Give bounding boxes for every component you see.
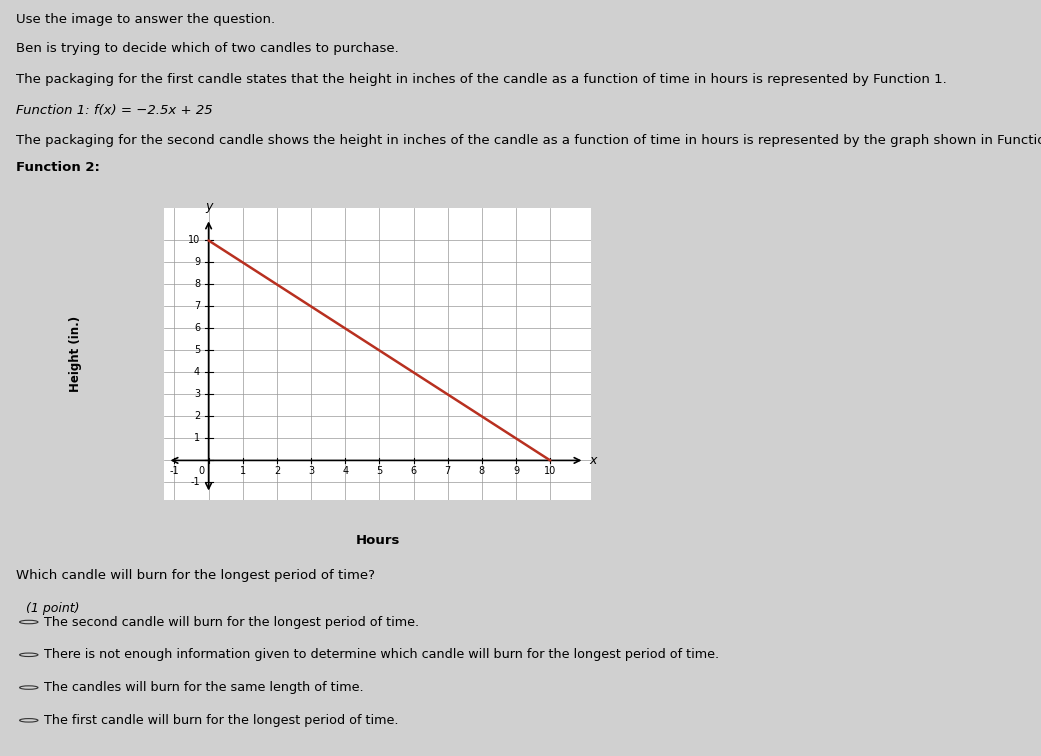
Text: 1: 1 (239, 466, 246, 476)
Text: 6: 6 (410, 466, 416, 476)
Text: There is not enough information given to determine which candle will burn for th: There is not enough information given to… (44, 649, 719, 662)
Text: Use the image to answer the question.: Use the image to answer the question. (16, 14, 275, 26)
Text: Function 2:: Function 2: (16, 162, 99, 175)
Text: 1: 1 (194, 433, 200, 444)
Text: Height (in.): Height (in.) (69, 316, 82, 392)
Text: Function 1: f(x) = −2.5x + 25: Function 1: f(x) = −2.5x + 25 (16, 104, 212, 116)
Text: 4: 4 (342, 466, 349, 476)
Text: (1 point): (1 point) (26, 602, 79, 615)
Text: x: x (589, 454, 596, 467)
Text: The second candle will burn for the longest period of time.: The second candle will burn for the long… (44, 615, 420, 628)
Text: 9: 9 (513, 466, 519, 476)
Text: The packaging for the first candle states that the height in inches of the candl: The packaging for the first candle state… (16, 73, 946, 86)
Text: Hours: Hours (356, 534, 400, 547)
Text: 6: 6 (194, 324, 200, 333)
Text: y: y (205, 200, 212, 213)
Text: 3: 3 (308, 466, 314, 476)
Text: The first candle will burn for the longest period of time.: The first candle will burn for the longe… (44, 714, 399, 727)
Text: 0: 0 (199, 466, 205, 476)
Text: 5: 5 (376, 466, 382, 476)
Text: 7: 7 (194, 302, 200, 311)
Text: 5: 5 (194, 345, 200, 355)
Text: -1: -1 (191, 477, 200, 488)
Text: -1: -1 (170, 466, 179, 476)
Text: 9: 9 (194, 258, 200, 268)
Text: 10: 10 (187, 235, 200, 246)
Text: 2: 2 (274, 466, 280, 476)
Text: Which candle will burn for the longest period of time?: Which candle will burn for the longest p… (16, 569, 375, 582)
Text: 3: 3 (194, 389, 200, 399)
Text: 4: 4 (194, 367, 200, 377)
Text: 8: 8 (479, 466, 485, 476)
Text: 8: 8 (194, 280, 200, 290)
Text: 7: 7 (445, 466, 451, 476)
Text: 2: 2 (194, 411, 200, 421)
Text: Ben is trying to decide which of two candles to purchase.: Ben is trying to decide which of two can… (16, 42, 399, 55)
Text: 10: 10 (544, 466, 556, 476)
Text: The packaging for the second candle shows the height in inches of the candle as : The packaging for the second candle show… (16, 135, 1041, 147)
Text: The candles will burn for the same length of time.: The candles will burn for the same lengt… (44, 681, 363, 694)
